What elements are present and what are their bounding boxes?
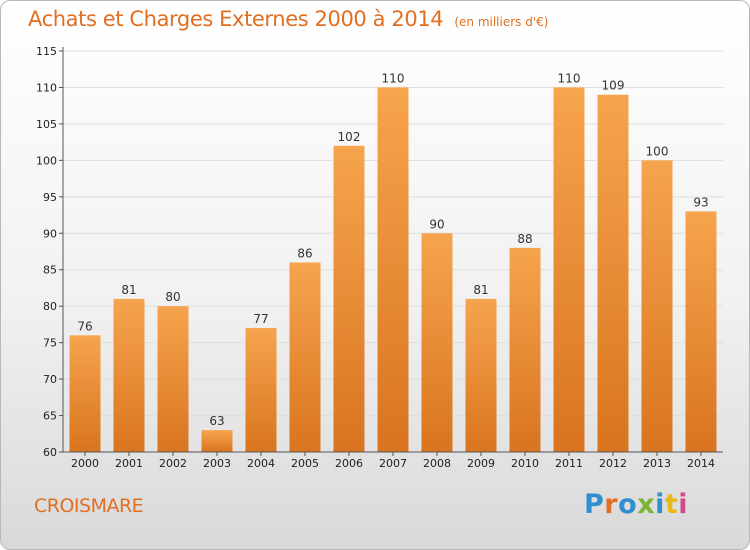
bar [641, 160, 673, 452]
data-label: 80 [165, 290, 180, 304]
bar [509, 247, 541, 452]
data-label: 93 [693, 195, 708, 209]
bar [377, 87, 409, 453]
data-label: 100 [646, 144, 669, 158]
y-tick-label: 60 [43, 446, 57, 459]
x-tick-label: 2013 [643, 457, 671, 470]
data-label: 90 [429, 217, 444, 231]
y-tick-label: 110 [36, 81, 57, 94]
x-tick-label: 2002 [159, 457, 187, 470]
chart-title: Achats et Charges Externes 2000 à 2014 [28, 7, 444, 31]
data-label: 110 [382, 71, 405, 85]
x-tick-label: 2010 [511, 457, 539, 470]
logo-letter: r [604, 489, 619, 520]
location-name: CROISMARE [34, 495, 144, 517]
y-tick-label: 95 [43, 191, 57, 204]
data-label: 63 [209, 414, 224, 428]
data-label: 110 [558, 71, 581, 85]
chart-subtitle: (en milliers d'€) [454, 15, 549, 29]
bar [553, 87, 585, 453]
logo-letter: P [584, 489, 605, 520]
bar [685, 211, 717, 452]
x-tick-label: 2003 [203, 457, 231, 470]
data-label: 86 [297, 246, 312, 260]
y-tick-label: 115 [36, 45, 57, 58]
logo-letter: x [637, 489, 656, 520]
y-tick-label: 85 [43, 264, 57, 277]
x-tick-label: 2001 [115, 457, 143, 470]
x-tick-label: 2014 [687, 457, 715, 470]
data-label: 76 [77, 319, 92, 333]
bar-chart: 60 65 70 75 80 85 90 95 100 105 110 115 76 2000 81 2001… [36, 45, 723, 470]
bar [597, 94, 629, 452]
y-tick-label: 65 [43, 410, 57, 423]
x-tick-label: 2011 [555, 457, 583, 470]
bar [157, 306, 189, 452]
x-tick-label: 2006 [335, 457, 363, 470]
bar [69, 335, 101, 452]
logo-letter: o [618, 489, 638, 520]
y-tick-label: 105 [36, 118, 57, 131]
x-tick-label: 2009 [467, 457, 495, 470]
y-tick-label: 100 [36, 154, 57, 167]
bar [465, 298, 497, 452]
title-block: Achats et Charges Externes 2000 à 2014 (… [28, 7, 548, 31]
y-tick-label: 70 [43, 373, 57, 386]
logo-letter: i [655, 489, 665, 520]
x-tick-label: 2008 [423, 457, 451, 470]
x-tick-label: 2004 [247, 457, 275, 470]
y-tick-label: 80 [43, 300, 57, 313]
bar [333, 145, 365, 453]
y-tick-label: 75 [43, 337, 57, 350]
proxiti-logo: Proxiti [584, 489, 688, 520]
logo-letter: t [664, 489, 679, 520]
data-label: 102 [338, 130, 361, 144]
bar [113, 298, 145, 452]
data-label: 81 [121, 283, 136, 297]
x-tick-label: 2005 [291, 457, 319, 470]
x-tick-label: 2000 [71, 457, 99, 470]
bar [245, 328, 277, 452]
data-label: 77 [253, 312, 268, 326]
data-label: 109 [602, 79, 625, 93]
data-label: 81 [473, 283, 488, 297]
logo-letter: i [678, 489, 689, 520]
bar [201, 430, 233, 452]
data-label: 88 [517, 232, 532, 246]
y-tick-label: 90 [43, 227, 57, 240]
x-tick-label: 2007 [379, 457, 407, 470]
x-tick-label: 2012 [599, 457, 627, 470]
bar [289, 262, 321, 452]
bar [421, 233, 453, 452]
